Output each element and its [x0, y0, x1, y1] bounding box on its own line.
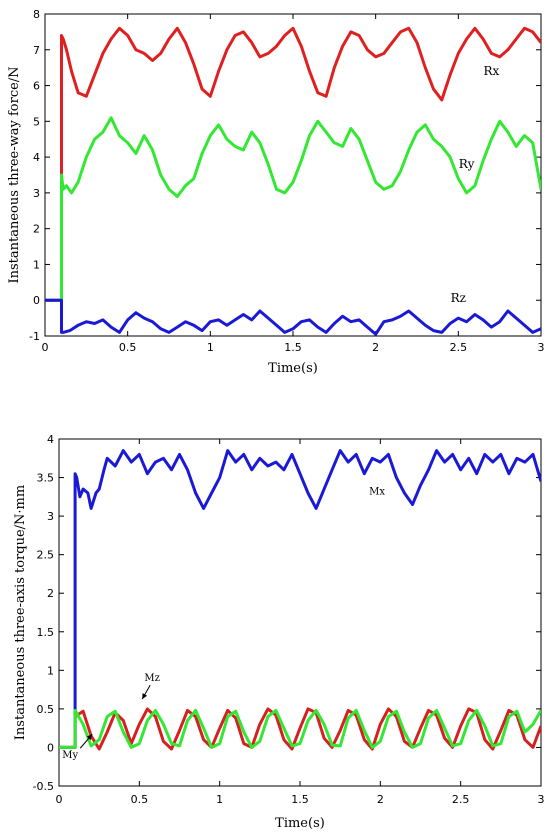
series-line-mz: [59, 707, 541, 751]
y-tick-label: 6: [33, 80, 40, 93]
y-tick-label: 1: [33, 258, 40, 271]
series-line-mx: [59, 449, 541, 749]
x-tick-label: 1.5: [284, 341, 302, 354]
x-tick-label: 2.5: [450, 341, 468, 354]
series-label-rz: Rz: [451, 291, 466, 305]
series-label-my: My: [62, 750, 78, 761]
x-tick-label: 1: [207, 341, 214, 354]
plot-frame: [44, 13, 542, 337]
series-label-mx: Mx: [369, 487, 385, 498]
y-tick-label: 2.5: [37, 549, 55, 562]
x-tick-label: 0.5: [131, 793, 149, 806]
x-tick-label: 3: [538, 793, 545, 806]
y-tick-label: 1.5: [37, 626, 55, 639]
x-tick-label: 2: [372, 341, 379, 354]
torque-chart: 0 0.5 1 1.5 2 2.5 3-0.500.511.522.533.54Time(s…: [13, 433, 545, 831]
force-chart: 0 0.5 1 1.5 2 2.5 3-1012345678Time(s)Instantan…: [7, 8, 545, 376]
x-tick-label: 0.5: [119, 341, 137, 354]
y-tick-label: 1: [47, 664, 54, 677]
x-axis-label: Time(s): [268, 361, 318, 376]
y-tick-label: -1: [29, 330, 40, 343]
series-label-mz: Mz: [144, 673, 160, 684]
x-tick-label: 2.5: [452, 793, 470, 806]
x-tick-label: 1: [216, 793, 223, 806]
series-line-rx: [45, 26, 541, 302]
y-tick-label: 0: [47, 741, 54, 754]
x-axis-label: Time(s): [275, 816, 325, 831]
annotation-arrowhead: [86, 734, 93, 740]
y-tick-label: 3: [33, 187, 40, 200]
y-tick-label: 8: [33, 8, 40, 21]
y-axis-label: Instantaneous three-way force/N: [7, 66, 22, 283]
x-tick-label: 3: [538, 341, 545, 354]
series-line-ry: [45, 116, 541, 302]
y-tick-label: -0.5: [33, 780, 54, 793]
y-tick-label: 2: [33, 223, 40, 236]
x-tick-label: 0: [42, 341, 49, 354]
y-tick-label: 3.5: [37, 472, 55, 485]
annotation-arrowhead: [142, 693, 148, 700]
series-label-rx: Rx: [483, 64, 499, 78]
y-tick-label: 4: [47, 433, 54, 446]
y-tick-label: 3: [47, 510, 54, 523]
y-tick-label: 5: [33, 115, 40, 128]
x-tick-label: 2: [377, 793, 384, 806]
series-label-ry: Ry: [459, 157, 475, 171]
series-line-rz: [45, 298, 541, 336]
x-tick-label: 0: [56, 793, 63, 806]
plot-frame: [58, 438, 542, 787]
y-tick-label: 0: [33, 294, 40, 307]
x-tick-label: 1.5: [291, 793, 309, 806]
y-tick-label: 2: [47, 587, 54, 600]
y-tick-label: 7: [33, 44, 40, 57]
y-axis-label: Instantaneous three-axis torque/N·mm: [13, 485, 28, 740]
y-tick-label: 0.5: [37, 703, 55, 716]
series-line-my: [59, 708, 541, 749]
y-tick-label: 4: [33, 151, 40, 164]
